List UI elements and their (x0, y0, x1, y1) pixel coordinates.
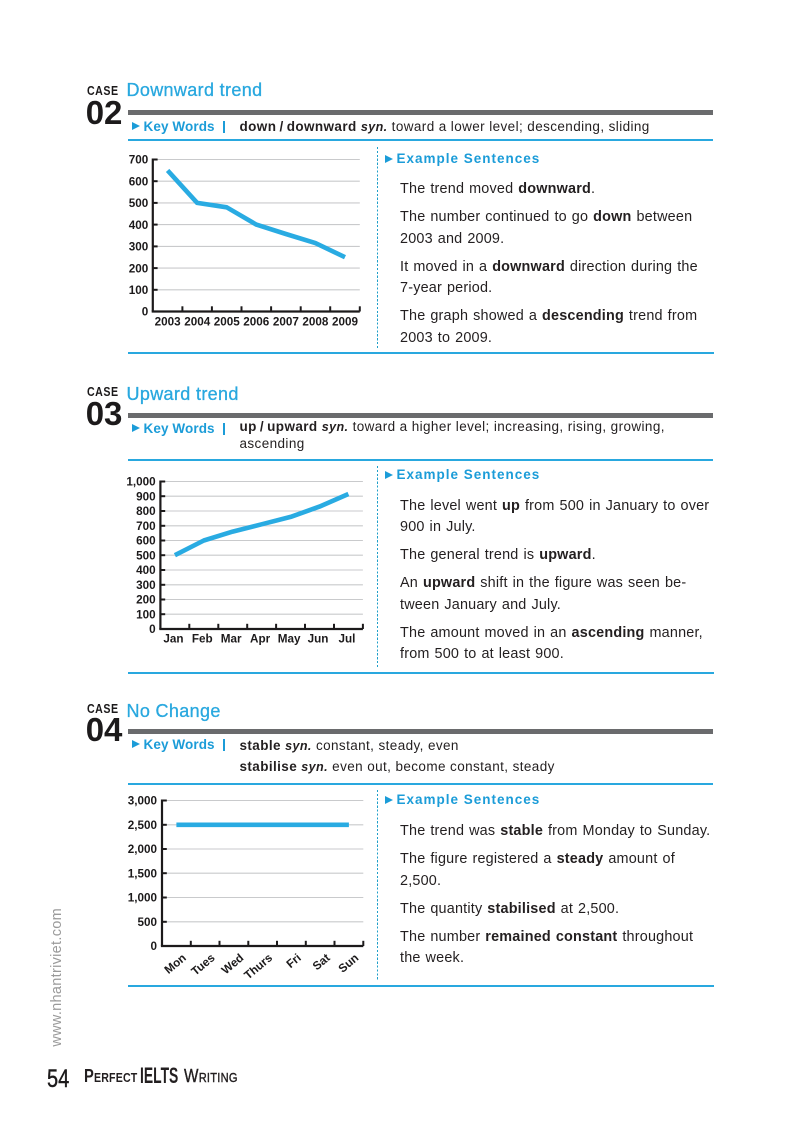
svg-text:2003: 2003 (155, 316, 182, 329)
svg-text:2006: 2006 (243, 316, 270, 329)
svg-text:0: 0 (142, 306, 149, 319)
svg-text:0: 0 (150, 940, 157, 953)
svg-text:Jul: Jul (338, 632, 355, 645)
svg-text:200: 200 (129, 262, 149, 275)
svg-text:Mon: Mon (162, 951, 189, 976)
svg-text:Feb: Feb (192, 632, 213, 645)
svg-text:Fri: Fri (284, 951, 304, 971)
svg-text:2,000: 2,000 (128, 843, 158, 856)
svg-text:Sun: Sun (336, 951, 361, 975)
svg-text:2005: 2005 (214, 316, 241, 329)
svg-text:200: 200 (136, 594, 156, 607)
svg-text:600: 600 (129, 175, 149, 188)
svg-text:800: 800 (136, 505, 156, 518)
svg-text:300: 300 (136, 579, 156, 592)
svg-text:0: 0 (149, 623, 156, 636)
svg-text:300: 300 (129, 241, 149, 254)
svg-text:Tues: Tues (189, 951, 218, 978)
svg-text:2,500: 2,500 (128, 819, 158, 832)
svg-text:1,000: 1,000 (128, 892, 158, 905)
svg-text:700: 700 (136, 520, 156, 533)
svg-text:500: 500 (129, 197, 149, 210)
svg-text:400: 400 (136, 564, 156, 577)
svg-text:900: 900 (136, 490, 156, 503)
svg-text:2007: 2007 (273, 316, 299, 329)
svg-text:Thurs: Thurs (242, 951, 276, 982)
svg-text:Jun: Jun (308, 632, 329, 645)
svg-text:500: 500 (137, 916, 157, 929)
svg-text:100: 100 (129, 284, 149, 297)
svg-text:500: 500 (136, 550, 156, 563)
svg-text:Mar: Mar (221, 632, 242, 645)
svg-text:600: 600 (136, 535, 156, 548)
svg-text:Sat: Sat (310, 951, 332, 973)
svg-text:3,000: 3,000 (128, 795, 158, 808)
svg-text:Apr: Apr (250, 632, 271, 645)
svg-text:2008: 2008 (302, 316, 329, 329)
svg-text:700: 700 (129, 154, 149, 167)
svg-text:100: 100 (136, 609, 156, 622)
svg-text:Jan: Jan (163, 632, 183, 645)
svg-text:1,500: 1,500 (128, 868, 158, 881)
svg-text:2004: 2004 (184, 316, 211, 329)
svg-text:May: May (278, 632, 301, 645)
svg-text:1,000: 1,000 (126, 476, 156, 489)
svg-text:400: 400 (129, 219, 149, 232)
svg-text:2009: 2009 (332, 316, 359, 329)
